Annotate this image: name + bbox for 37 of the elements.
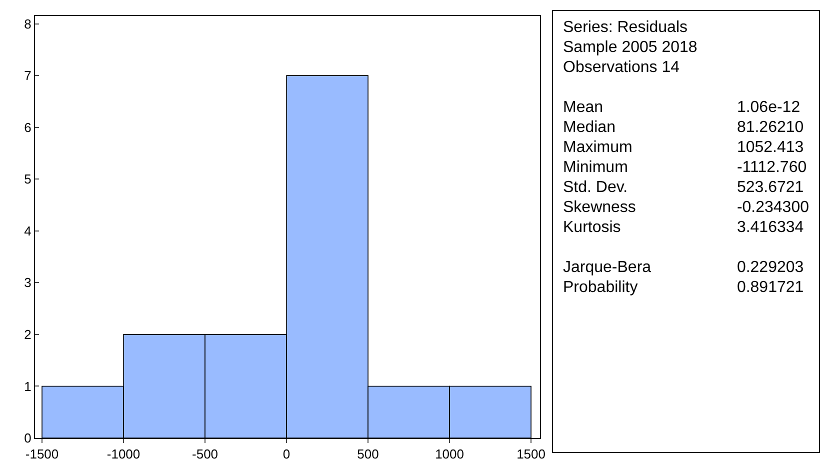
y-tick-label: 1 bbox=[24, 378, 32, 394]
text: Observations 14 bbox=[563, 59, 681, 78]
text: Std. Dev. bbox=[563, 179, 629, 198]
x-tick-label: 1000 bbox=[435, 446, 464, 462]
text: Skewness bbox=[563, 199, 637, 218]
text: -1112.760 bbox=[736, 159, 808, 178]
y-tick-label: 4 bbox=[24, 223, 32, 238]
y-tick-label: 0 bbox=[24, 430, 32, 446]
x-tick-label: -1000 bbox=[106, 446, 140, 462]
text: Series: Residuals bbox=[563, 19, 688, 38]
text: Mean bbox=[563, 99, 604, 118]
y-tick-label: 5 bbox=[24, 172, 32, 187]
text: -0.234300 bbox=[736, 199, 809, 218]
x-tick-label: 500 bbox=[357, 446, 379, 462]
text: Jarque-Bera bbox=[563, 259, 652, 278]
y-tick-label: 8 bbox=[24, 16, 32, 32]
text: 3.416334 bbox=[736, 219, 805, 238]
x-tick-label: -1500 bbox=[25, 446, 59, 462]
x-tick-label: -500 bbox=[192, 446, 218, 462]
y-tick-label: 6 bbox=[24, 120, 32, 135]
y-tick-label: 3 bbox=[24, 275, 32, 290]
y-tick-label: 7 bbox=[24, 68, 32, 84]
text: 523.6721 bbox=[736, 179, 805, 198]
text: Kurtosis bbox=[563, 219, 622, 238]
text: 0.229203 bbox=[736, 259, 805, 278]
x-tick-label: 1500 bbox=[516, 446, 546, 462]
text: 1.06e-12 bbox=[736, 99, 802, 118]
text: 1052.413 bbox=[736, 139, 805, 158]
text: Sample 2005 2018 bbox=[563, 39, 698, 58]
text: Maximum bbox=[563, 139, 634, 158]
text: Median bbox=[563, 119, 616, 138]
y-tick-label: 2 bbox=[24, 326, 32, 342]
text: Probability bbox=[563, 279, 639, 298]
text: Minimum bbox=[563, 159, 629, 178]
text: 81.26210 bbox=[736, 119, 805, 138]
x-tick-label: 0 bbox=[282, 446, 290, 462]
text: 0.891721 bbox=[736, 279, 805, 298]
